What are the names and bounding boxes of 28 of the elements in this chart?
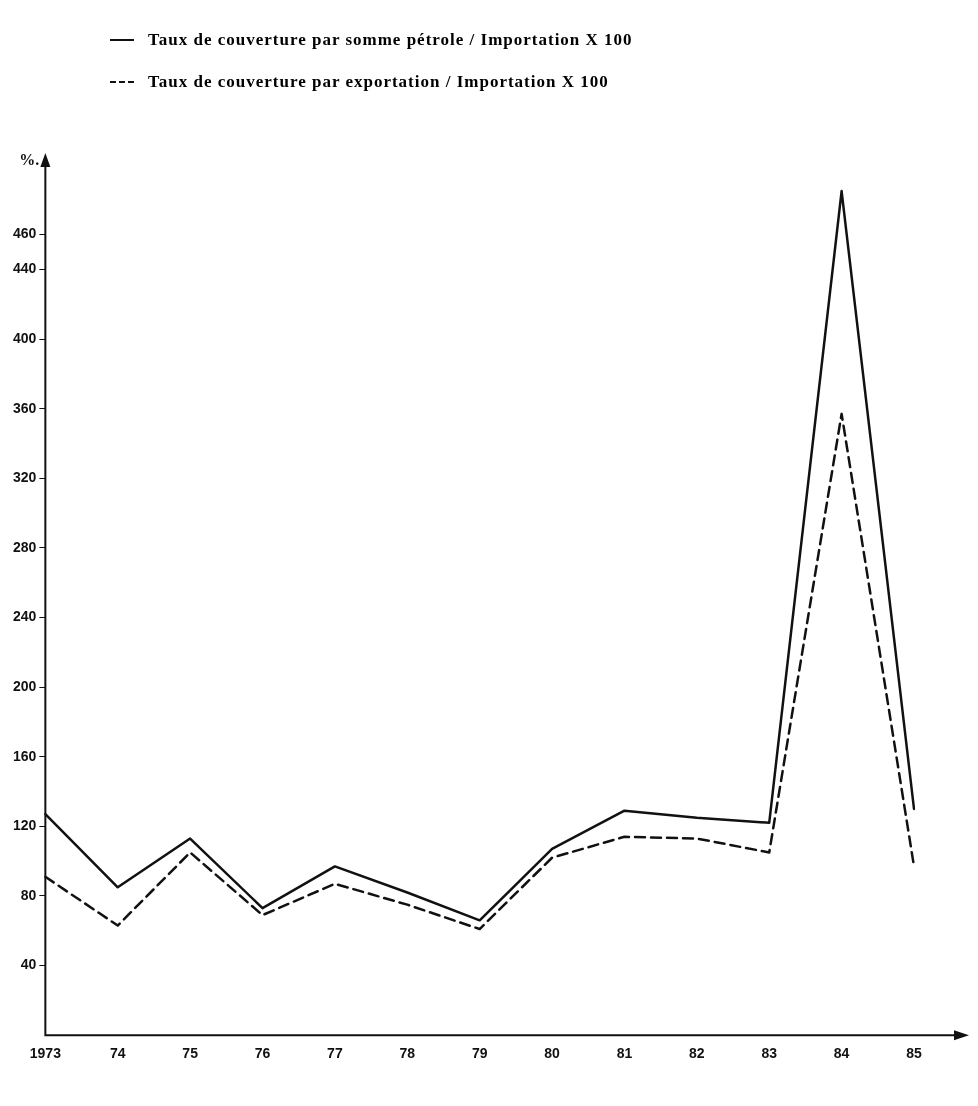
x-tick-label: 81 (616, 1045, 633, 1062)
y-tick-label: 160 (13, 747, 37, 764)
y-tick-label: 120 (13, 817, 37, 834)
x-tick-label: 1973 (29, 1045, 62, 1062)
legend-label: Taux de couverture par somme pétrole / Importation X 100 (148, 30, 633, 50)
x-tick-label: 84 (833, 1045, 850, 1062)
y-tick-label: 40 (20, 956, 37, 973)
x-tick-label: 85 (906, 1045, 922, 1062)
y-tick-label: 280 (13, 538, 37, 555)
y-tick-label: 200 (13, 677, 37, 694)
y-tick-label: 400 (13, 329, 37, 346)
y-tick-label: 440 (13, 260, 37, 277)
x-tick-label: 75 (182, 1045, 199, 1062)
legend-label: Taux de couverture par exportation / Importation X 100 (148, 72, 609, 92)
x-tick-label: 79 (471, 1045, 488, 1062)
y-tick-label: 360 (13, 399, 37, 416)
x-tick-label: 77 (327, 1045, 343, 1062)
x-tick-label: 80 (544, 1045, 561, 1062)
x-tick-label: 76 (254, 1045, 271, 1062)
x-tick-label: 83 (761, 1045, 778, 1062)
y-tick-label: 240 (13, 608, 37, 625)
y-axis-title: %. (19, 151, 40, 169)
x-tick-label: 82 (689, 1045, 705, 1062)
y-tick-label: 80 (20, 886, 37, 903)
y-tick-label: 320 (13, 469, 37, 486)
x-tick-label: 78 (399, 1045, 416, 1062)
y-tick-label: 460 (13, 225, 37, 242)
x-tick-label: 74 (109, 1045, 126, 1062)
